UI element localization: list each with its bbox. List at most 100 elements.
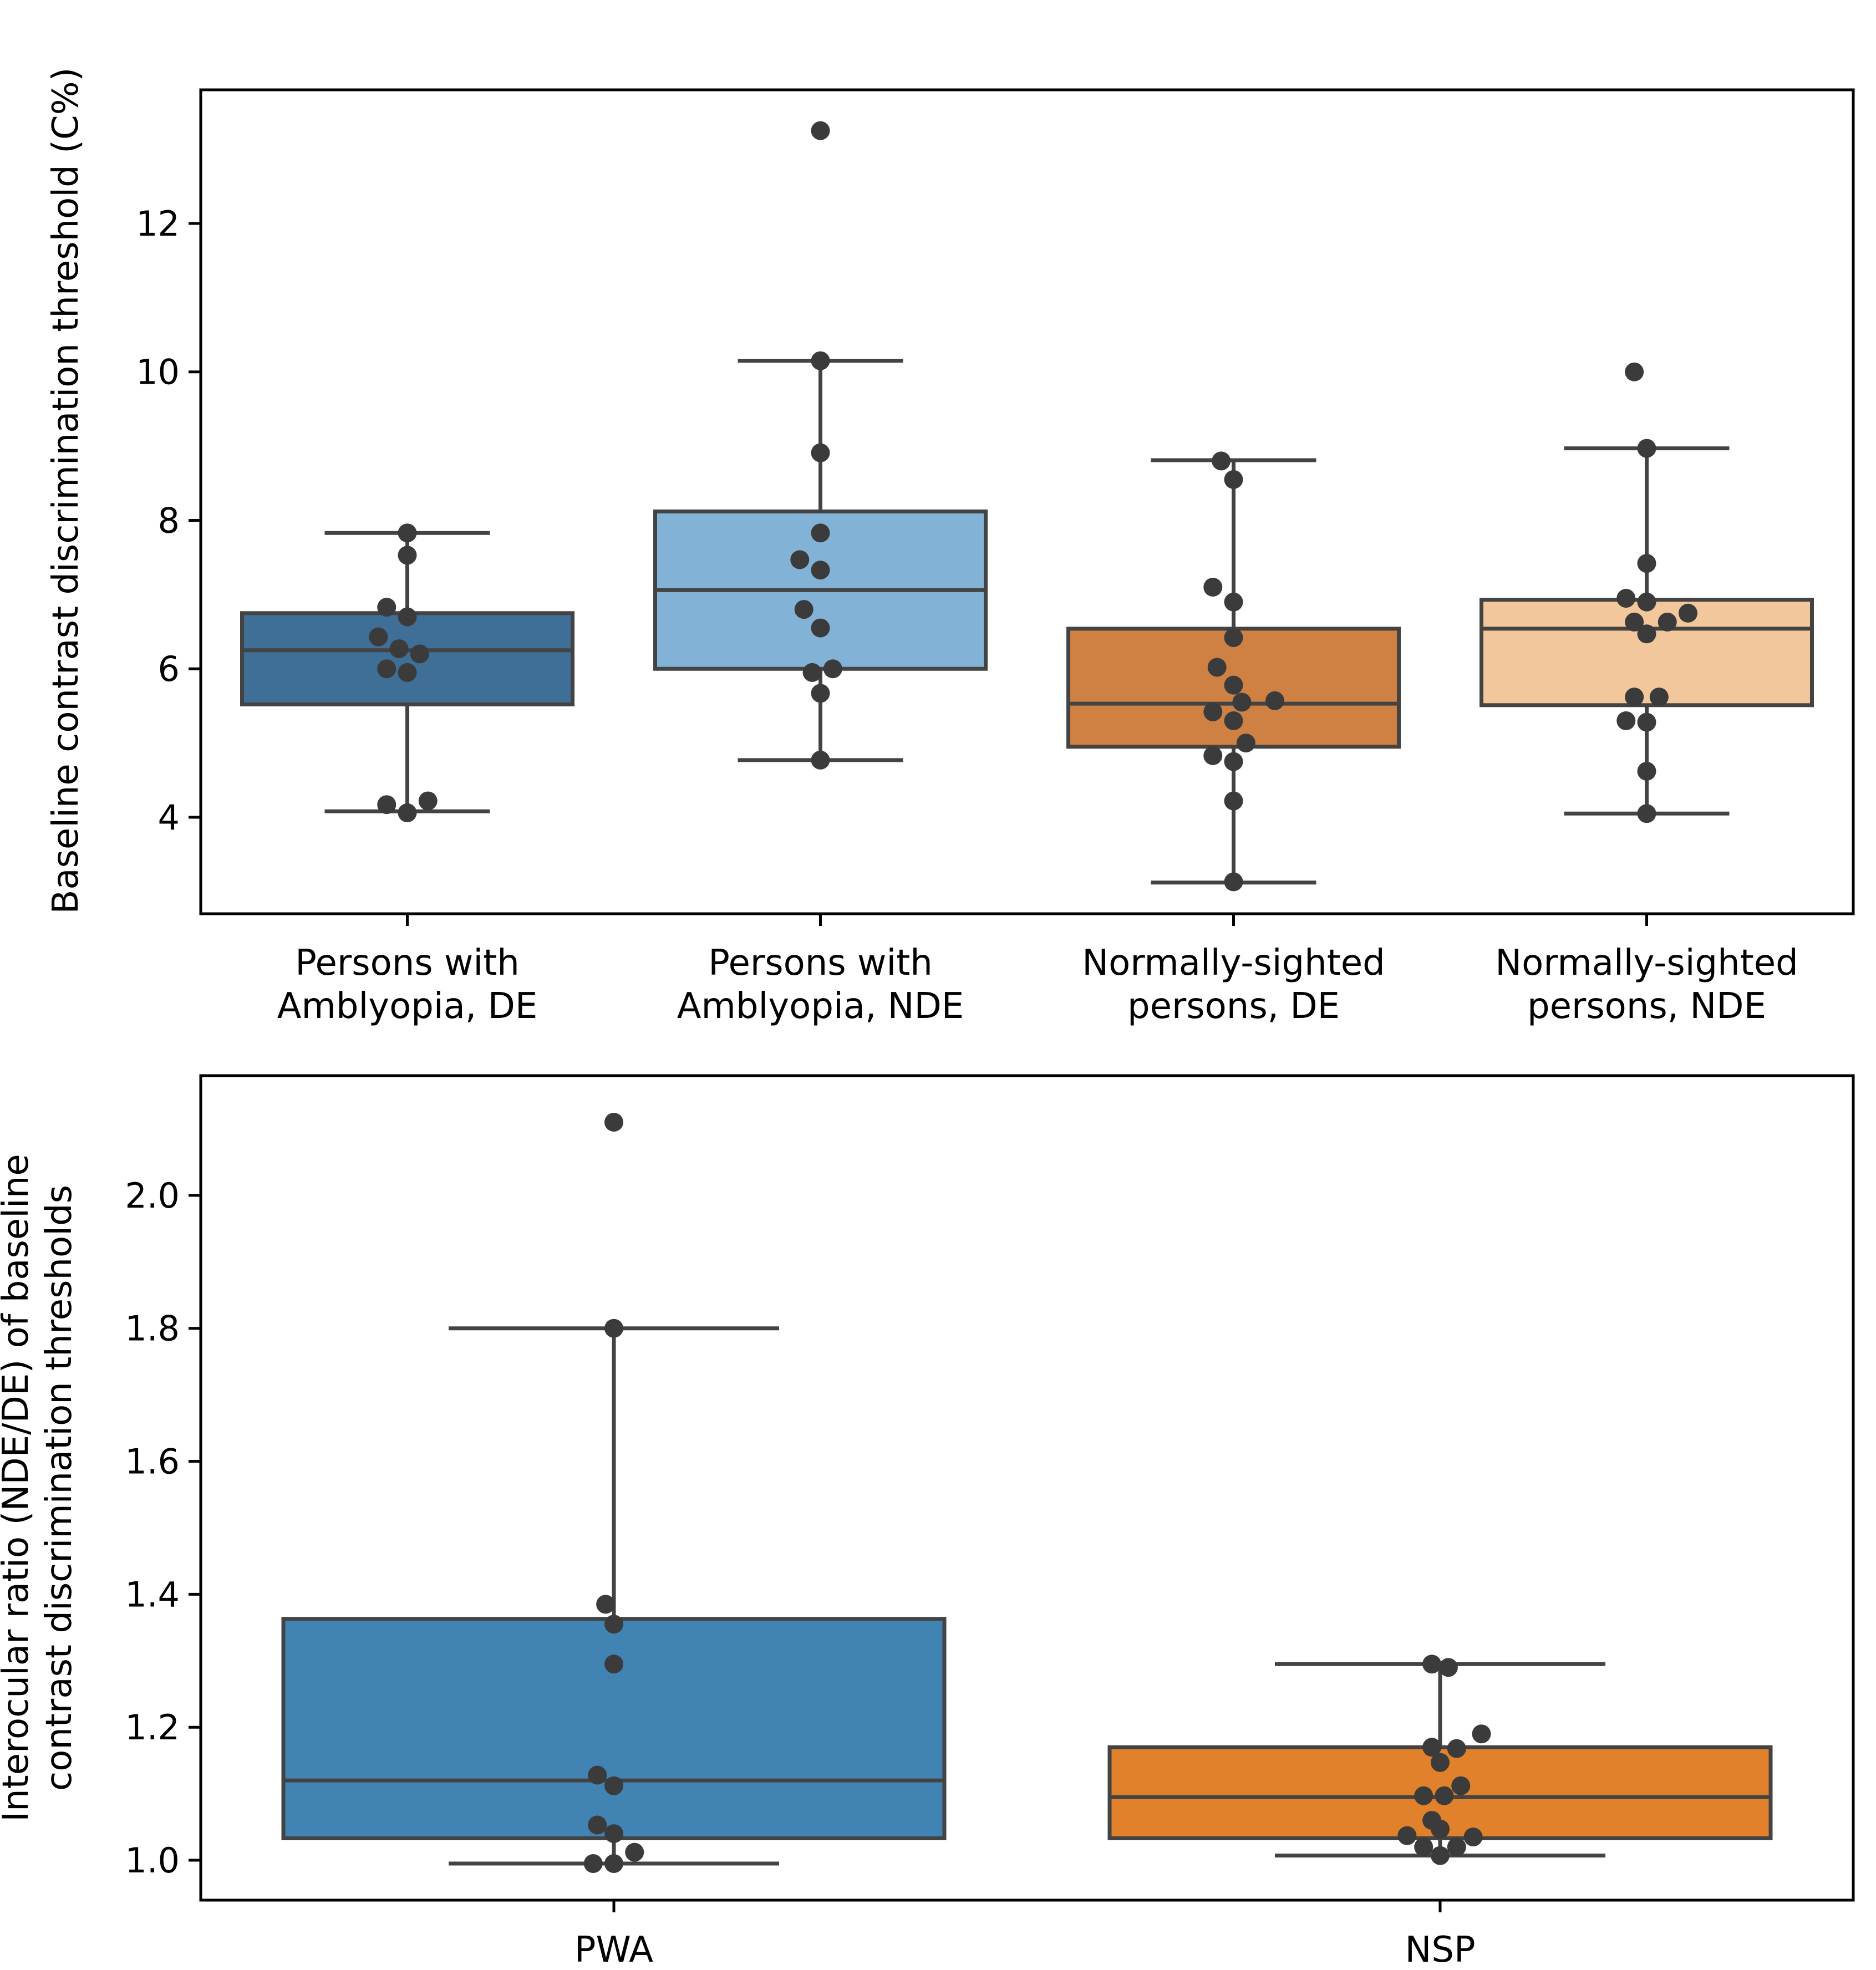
data-point	[1447, 1739, 1466, 1758]
data-point	[1625, 612, 1644, 632]
data-point	[823, 659, 842, 679]
data-point	[1431, 1753, 1450, 1772]
data-point	[398, 523, 417, 543]
box-1	[240, 523, 575, 822]
data-point	[1203, 746, 1223, 765]
data-point	[1447, 1837, 1466, 1857]
y-tick-label: 10	[136, 352, 180, 393]
x-category-label-line-2: persons, NDE	[1527, 986, 1766, 1027]
data-point	[1212, 451, 1231, 471]
data-point	[1422, 1655, 1442, 1674]
y-axis-title: Baseline contrast discrimination thresho…	[45, 67, 87, 914]
box-1	[281, 1112, 947, 1874]
data-point	[1203, 577, 1223, 597]
x-category-label-line-2: Amblyopia, NDE	[677, 986, 964, 1027]
data-point	[811, 121, 830, 140]
data-point	[377, 598, 396, 617]
data-point	[1637, 624, 1656, 644]
y-tick-label: 2.0	[125, 1175, 180, 1216]
box-2	[1107, 1655, 1773, 1865]
data-point	[398, 803, 417, 822]
y-tick-label: 1.0	[125, 1840, 180, 1881]
data-point	[1658, 612, 1677, 632]
box-4	[1480, 362, 1814, 823]
data-point	[418, 791, 438, 811]
x-category-label-line-1: Normally-sighted	[1082, 943, 1385, 984]
y-tick-label: 1.4	[125, 1574, 180, 1615]
data-point	[811, 443, 830, 462]
data-point	[811, 750, 830, 770]
data-point	[1265, 691, 1284, 710]
data-point	[604, 1655, 623, 1674]
data-point	[1637, 761, 1656, 781]
x-category-label-line-1: NSP	[1405, 1930, 1475, 1967]
data-point	[1625, 688, 1644, 707]
data-point	[1414, 1786, 1433, 1805]
data-point	[1224, 470, 1243, 489]
data-point	[1224, 592, 1243, 612]
data-point	[1616, 589, 1636, 608]
y-axis-title-line-2: contrast discrimination thresholds	[39, 1185, 80, 1791]
box-iqr	[1480, 598, 1814, 707]
data-point	[377, 795, 396, 815]
y-tick-label: 1.2	[125, 1707, 180, 1748]
data-point	[1616, 711, 1636, 730]
data-point	[1625, 362, 1644, 381]
data-point	[1207, 658, 1227, 677]
data-point	[604, 1112, 623, 1132]
data-point	[377, 659, 396, 679]
x-category-label-line-2: persons, DE	[1127, 986, 1340, 1027]
data-point	[1435, 1786, 1454, 1805]
data-point	[1224, 675, 1243, 695]
plot-frame	[199, 88, 1855, 915]
data-point	[1232, 693, 1252, 712]
plot-frame	[199, 1074, 1855, 1902]
x-category-label-line-2: Amblyopia, DE	[277, 986, 538, 1027]
data-point	[596, 1595, 616, 1614]
data-point	[410, 644, 429, 664]
y-tick-label: 12	[136, 203, 180, 244]
data-point	[794, 600, 814, 619]
data-point	[1637, 439, 1656, 458]
data-point	[1637, 804, 1656, 823]
y-tick-label: 1.8	[125, 1309, 180, 1349]
data-point	[811, 351, 830, 370]
data-point	[1224, 752, 1243, 771]
data-point	[389, 639, 409, 659]
data-point	[1397, 1826, 1417, 1845]
data-point	[1224, 628, 1243, 647]
data-point	[811, 523, 830, 543]
data-point	[588, 1765, 607, 1785]
panel-2: 1.0 1.2 1.4 1.6 1.8 2.0 Interocular ratio (NDE…	[0, 1074, 1855, 1970]
data-point	[1224, 711, 1243, 730]
y-tick-label: 8	[158, 500, 180, 541]
data-point	[604, 1854, 623, 1874]
data-point	[398, 607, 417, 627]
data-point	[1431, 1846, 1450, 1865]
data-point	[790, 550, 810, 569]
data-point	[398, 546, 417, 565]
box-iqr	[240, 611, 575, 706]
data-point	[1224, 872, 1243, 892]
box-iqr	[281, 1617, 947, 1840]
data-point	[604, 1615, 623, 1634]
data-point	[588, 1815, 607, 1835]
data-point	[1431, 1819, 1450, 1839]
data-point	[1637, 592, 1656, 612]
data-point	[811, 684, 830, 703]
data-point	[604, 1319, 623, 1338]
data-point	[1203, 702, 1223, 721]
data-point	[1236, 734, 1255, 753]
data-point	[811, 561, 830, 580]
data-point	[802, 663, 822, 682]
box-3	[1066, 451, 1401, 892]
x-category-label-line-1: Normally-sighted	[1495, 943, 1798, 984]
data-point	[604, 1776, 623, 1795]
data-point	[1422, 1738, 1442, 1757]
y-axis-title-line-1: Interocular ratio (NDE/DE) of baseline	[0, 1154, 37, 1822]
y-tick-label: 6	[158, 649, 180, 689]
data-point	[811, 618, 830, 638]
x-category-label-line-1: PWA	[575, 1930, 653, 1967]
x-category-label-line-1: Persons with	[295, 943, 520, 984]
